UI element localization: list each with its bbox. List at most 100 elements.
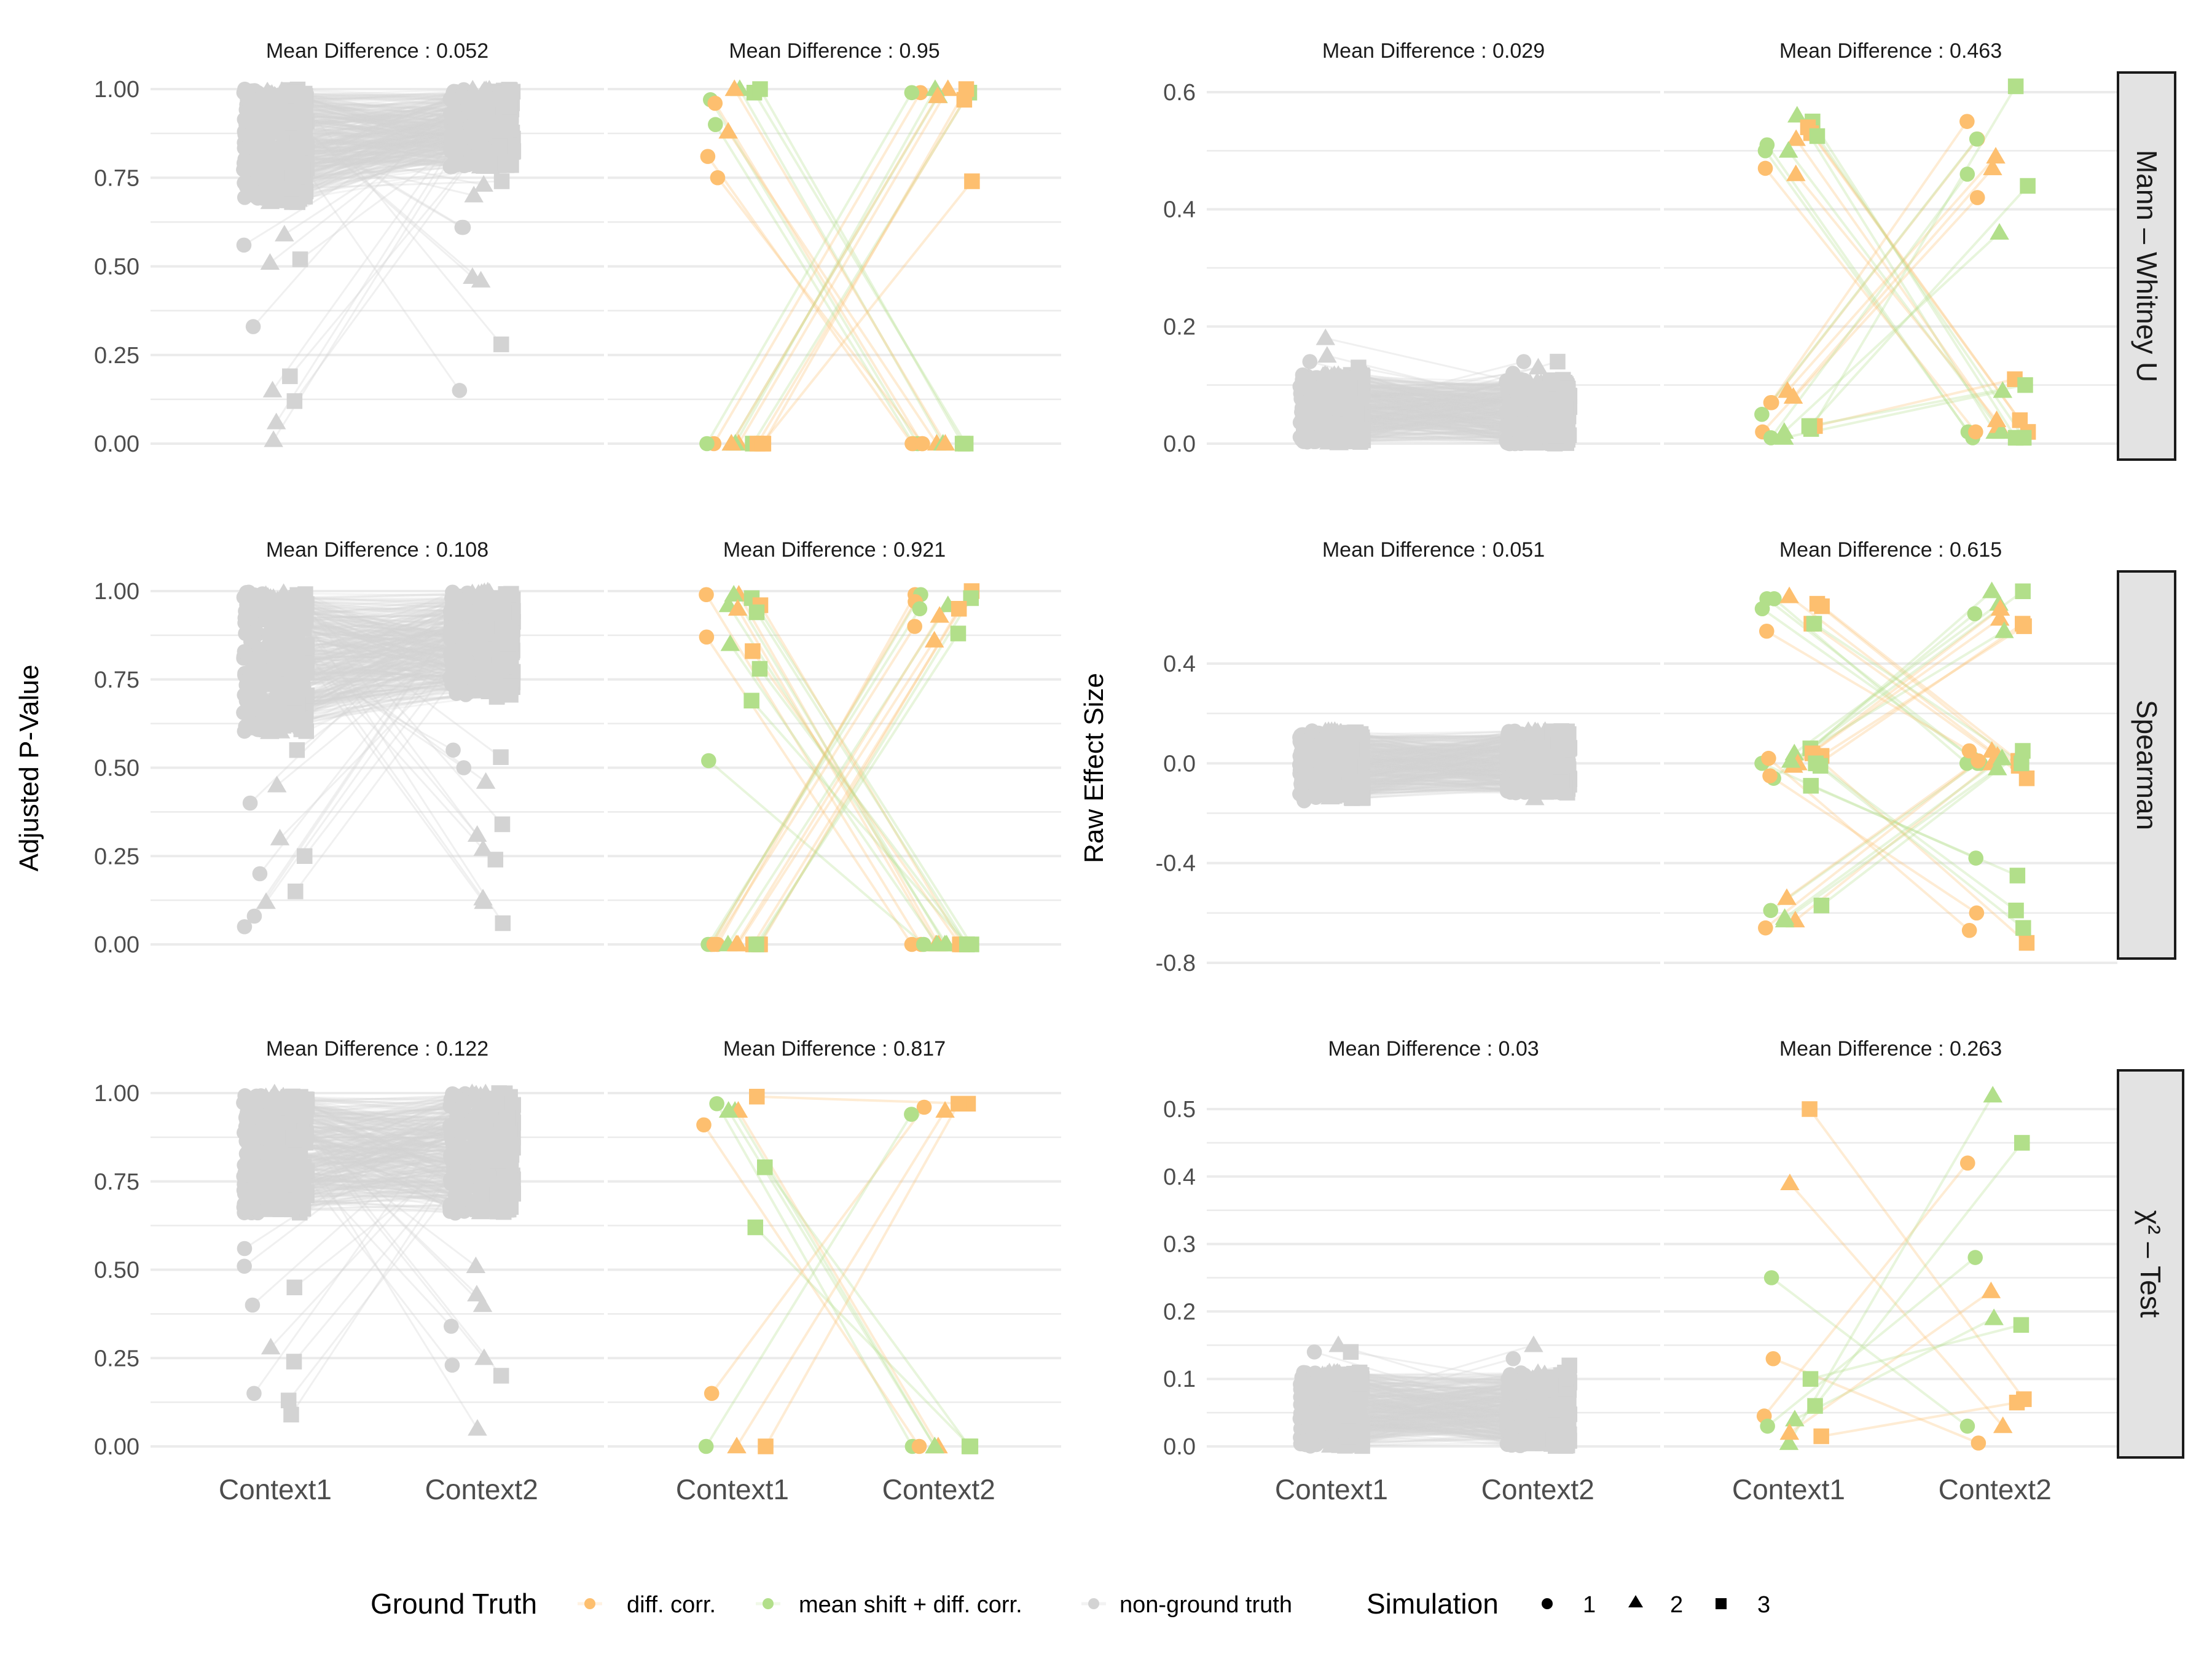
- data-point: [1502, 436, 1518, 452]
- data-point: [1298, 394, 1314, 410]
- data-point: [1968, 424, 1983, 440]
- data-point: [252, 159, 267, 174]
- data-point: [1346, 412, 1362, 428]
- data-point: [1302, 354, 1318, 369]
- data-point: [250, 722, 265, 737]
- panel-title-mean-difference: Mean Difference : 0.052: [266, 39, 488, 63]
- data-point: [289, 653, 305, 669]
- data-point: [1548, 428, 1564, 444]
- panel-r1-c1: Mean Difference : 0.921: [608, 538, 1061, 952]
- data-point: [275, 224, 294, 241]
- panel-title-mean-difference: Mean Difference : 0.463: [1779, 39, 2002, 63]
- y-tick-label: 0.4: [1163, 197, 1196, 223]
- pair-line: [282, 124, 474, 152]
- data-point: [237, 644, 253, 659]
- y-tick-label: 0.00: [94, 431, 139, 457]
- data-point: [951, 601, 967, 617]
- data-point: [241, 664, 257, 680]
- pair-line: [283, 92, 473, 194]
- data-point: [701, 753, 716, 769]
- data-point: [297, 637, 314, 653]
- data-point: [959, 936, 975, 952]
- data-point: [246, 908, 262, 924]
- data-point: [242, 795, 258, 811]
- data-point: [1959, 114, 1975, 129]
- data-point: [956, 92, 973, 108]
- data-point: [488, 590, 504, 606]
- data-point: [237, 723, 253, 739]
- data-point: [915, 436, 930, 452]
- y-tick-label: 0.6: [1163, 80, 1196, 106]
- data-point: [748, 604, 765, 621]
- data-point: [248, 185, 264, 200]
- panel-title-mean-difference: Mean Difference : 0.921: [723, 538, 946, 562]
- pair-line: [1783, 232, 2001, 433]
- data-point: [240, 695, 256, 710]
- data-point: [283, 180, 300, 197]
- data-point: [752, 81, 768, 97]
- data-point: [699, 587, 714, 603]
- data-point: [1969, 190, 1985, 205]
- pair-line: [243, 106, 468, 246]
- data-point: [706, 936, 722, 952]
- pair-line: [730, 95, 939, 445]
- y-tick-label: 0.75: [94, 165, 139, 191]
- data-point: [266, 412, 286, 429]
- panel-title-mean-difference: Mean Difference : 0.95: [729, 39, 939, 63]
- data-point: [445, 742, 461, 758]
- data-point: [1557, 401, 1574, 417]
- data-point: [964, 173, 980, 189]
- data-point: [1959, 167, 1975, 182]
- y-tick-label: -0.8: [1156, 951, 1196, 976]
- data-point: [493, 662, 509, 679]
- data-point: [453, 657, 468, 673]
- data-point: [1763, 394, 1779, 410]
- y-tick-label: 0.0: [1163, 431, 1196, 457]
- data-point: [907, 619, 922, 634]
- data-point: [2020, 178, 2036, 194]
- y-tick-label: 1.00: [94, 579, 139, 605]
- y-tick-label: -0.4: [1156, 851, 1196, 877]
- data-point: [1754, 407, 1770, 422]
- data-point: [497, 155, 514, 171]
- data-point: [260, 253, 280, 270]
- data-point: [282, 368, 298, 385]
- data-point: [493, 173, 510, 189]
- data-point: [296, 116, 313, 133]
- data-point: [495, 915, 511, 931]
- data-point: [1516, 354, 1532, 369]
- data-point: [286, 689, 303, 706]
- data-point: [288, 884, 304, 900]
- y-tick-label: 0.25: [94, 844, 139, 869]
- data-point: [456, 760, 472, 775]
- data-point: [2015, 429, 2032, 446]
- data-point: [1316, 328, 1335, 345]
- pair-line: [714, 124, 915, 445]
- data-point: [708, 117, 723, 132]
- data-point: [1809, 128, 1826, 144]
- data-point: [239, 611, 254, 627]
- data-point: [241, 114, 257, 130]
- data-point: [699, 436, 715, 452]
- data-point: [1311, 407, 1327, 422]
- pair-line: [1792, 167, 1994, 398]
- data-point: [1352, 434, 1368, 450]
- data-point: [289, 742, 305, 758]
- data-point: [1757, 160, 1773, 176]
- pair-line: [714, 103, 924, 445]
- data-point: [284, 669, 300, 684]
- data-point: [489, 688, 505, 705]
- data-point: [1505, 366, 1521, 381]
- data-point: [297, 711, 313, 728]
- data-point: [292, 251, 308, 267]
- data-point: [455, 219, 471, 235]
- data-point: [1759, 137, 1775, 153]
- data-point: [754, 436, 771, 452]
- data-point: [1801, 418, 1818, 434]
- data-point: [447, 643, 463, 659]
- data-point: [916, 936, 931, 952]
